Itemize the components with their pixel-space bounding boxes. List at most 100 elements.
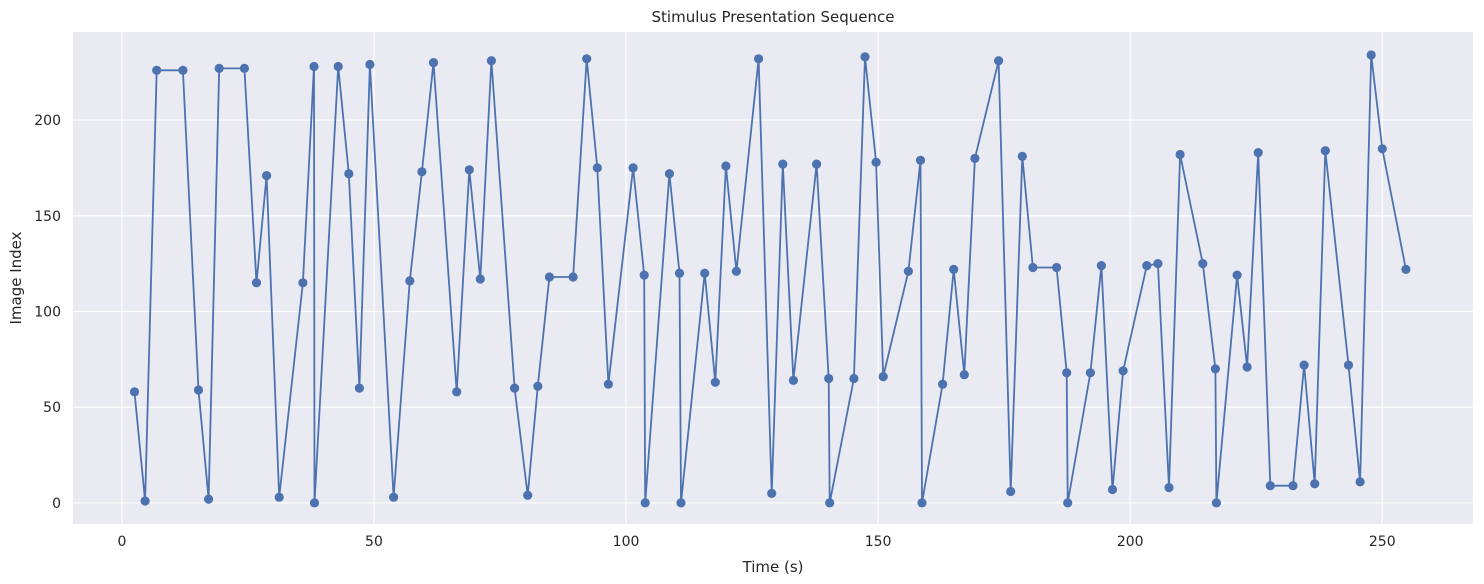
data-point <box>628 163 638 173</box>
data-point <box>592 163 602 173</box>
data-point <box>1210 364 1220 374</box>
data-point <box>204 494 214 504</box>
data-point <box>178 65 188 75</box>
data-point <box>1017 151 1027 161</box>
data-point <box>917 498 927 508</box>
data-point <box>1253 148 1263 158</box>
data-point <box>405 276 415 286</box>
data-point <box>309 498 320 508</box>
x-tick-label: 200 <box>1117 534 1144 550</box>
data-point <box>1164 483 1174 493</box>
data-point <box>1299 360 1309 370</box>
data-point <box>1343 360 1354 370</box>
data-point <box>640 498 650 508</box>
data-point <box>603 379 614 389</box>
data-point <box>475 274 485 284</box>
y-tick-label: 200 <box>34 113 61 129</box>
data-point <box>1401 264 1411 274</box>
series-layer <box>129 50 1411 508</box>
data-point <box>994 56 1004 66</box>
data-point <box>1175 149 1185 160</box>
data-point <box>1052 262 1062 273</box>
data-point <box>1377 144 1387 154</box>
data-point <box>1320 146 1330 156</box>
data-point <box>214 63 224 73</box>
data-point <box>365 59 375 70</box>
data-point <box>1310 479 1320 489</box>
data-point <box>486 56 496 66</box>
data-point <box>333 61 343 72</box>
data-point <box>860 52 870 62</box>
data-point <box>674 268 685 278</box>
data-point <box>778 159 788 169</box>
data-point <box>710 377 720 387</box>
data-point <box>428 58 439 68</box>
data-point <box>152 65 162 75</box>
data-point <box>1265 481 1275 491</box>
data-point <box>523 490 533 500</box>
x-axis-label: Time (s) <box>742 558 804 576</box>
data-point <box>1366 50 1376 60</box>
data-point <box>509 383 520 393</box>
data-point <box>464 165 474 175</box>
chart-title: Stimulus Presentation Sequence <box>652 8 895 26</box>
x-tick-label: 100 <box>613 534 640 550</box>
data-point <box>262 171 272 181</box>
data-point <box>274 492 284 502</box>
data-point <box>452 387 462 397</box>
data-point <box>239 63 249 73</box>
x-tick-label: 250 <box>1369 534 1396 550</box>
data-point <box>915 155 926 165</box>
data-point <box>664 169 675 179</box>
data-point <box>129 387 140 397</box>
data-point <box>354 383 364 393</box>
data-point <box>389 492 399 502</box>
data-point <box>788 375 799 385</box>
data-point <box>544 272 555 282</box>
data-point <box>849 373 859 384</box>
data-point <box>417 167 427 177</box>
data-point <box>533 381 543 391</box>
data-point <box>676 498 686 508</box>
x-tick-label: 50 <box>365 534 383 550</box>
data-point <box>731 266 742 276</box>
ticks: 0 50 100 150 200 250 0 50 100 150 200 <box>34 113 1395 550</box>
y-tick-label: 0 <box>52 496 61 512</box>
data-point <box>1063 498 1073 508</box>
data-point <box>1198 259 1208 269</box>
x-tick-label: 0 <box>117 534 126 550</box>
data-point <box>1107 484 1118 495</box>
data-point <box>568 272 578 282</box>
data-point <box>1211 498 1221 508</box>
data-point <box>1142 261 1152 271</box>
data-point <box>871 157 881 167</box>
data-point <box>1232 270 1242 280</box>
data-point <box>140 496 150 506</box>
data-point <box>700 268 710 278</box>
y-tick-label: 50 <box>43 400 61 416</box>
data-point <box>1355 477 1365 487</box>
data-point <box>938 379 948 389</box>
data-point <box>878 372 888 382</box>
data-point <box>1118 366 1128 376</box>
data-point <box>298 278 308 288</box>
y-axis-label: Image Index <box>7 231 25 324</box>
data-point <box>825 498 835 508</box>
data-point <box>309 61 319 72</box>
data-point <box>949 264 959 274</box>
data-point <box>1242 362 1252 372</box>
data-point <box>1096 261 1106 271</box>
data-point <box>824 373 834 384</box>
data-point <box>721 161 731 171</box>
data-point <box>344 169 354 179</box>
data-point <box>1006 486 1016 497</box>
data-point <box>1062 368 1072 378</box>
data-point <box>970 153 980 163</box>
y-tick-label: 150 <box>34 209 61 225</box>
data-point <box>1153 259 1163 269</box>
data-point <box>1288 481 1298 491</box>
data-point <box>639 270 649 280</box>
data-point <box>754 54 764 64</box>
data-point <box>959 370 969 380</box>
